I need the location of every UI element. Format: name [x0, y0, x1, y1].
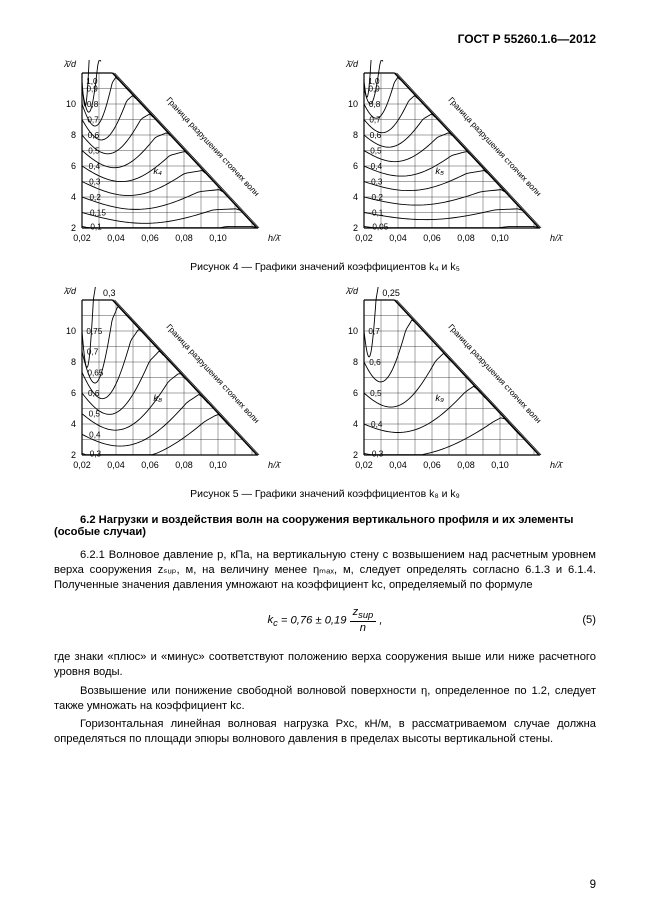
svg-text:0,2: 0,2 [372, 193, 384, 202]
svg-text:0,02: 0,02 [355, 460, 373, 470]
svg-text:h/λ̄: h/λ̄ [268, 233, 282, 243]
svg-text:4: 4 [353, 192, 358, 202]
svg-text:Граница разрушения стоячих вол: Граница разрушения стоячих волн [164, 96, 260, 199]
svg-text:0,10: 0,10 [209, 460, 227, 470]
svg-text:4: 4 [353, 419, 358, 429]
svg-text:6: 6 [71, 161, 76, 171]
svg-text:4: 4 [71, 419, 76, 429]
svg-text:0,2: 0,2 [90, 193, 102, 202]
svg-text:Граница разрушения стоячих вол: Граница разрушения стоячих волн [446, 323, 542, 426]
svg-text:0,3: 0,3 [103, 288, 116, 298]
svg-text:λ̄/d: λ̄/d [63, 287, 77, 296]
svg-text:0,3: 0,3 [89, 178, 101, 187]
svg-text:0,10: 0,10 [491, 233, 509, 243]
svg-text:0,10: 0,10 [491, 460, 509, 470]
para-where: где знаки «плюс» и «минус» соответствуют… [54, 650, 596, 680]
svg-text:0,04: 0,04 [389, 233, 407, 243]
svg-text:h/λ̄: h/λ̄ [550, 460, 564, 470]
svg-text:0,04: 0,04 [107, 460, 125, 470]
svg-text:Граница разрушения стоячих вол: Граница разрушения стоячих волн [446, 96, 542, 199]
svg-text:0,7: 0,7 [368, 327, 380, 336]
svg-text:10: 10 [66, 99, 76, 109]
figure5-row: Граница разрушения стоячих волн 0,02 0,04 0… [54, 287, 596, 482]
svg-text:8: 8 [353, 357, 358, 367]
doc-header: ГОСТ Р 55260.1.6—2012 [54, 32, 596, 46]
svg-text:6: 6 [353, 161, 358, 171]
page-number: 9 [590, 879, 596, 891]
figure4-left: Граница разрушения стоячих волн 0,02 0,04 0… [54, 60, 314, 255]
figure4-right: Граница разрушения стоячих волн0,020,040… [336, 60, 596, 255]
svg-text:0,3: 0,3 [372, 449, 384, 458]
para-6-2-1: 6.2.1 Волновое давление p, кПа, на верти… [54, 548, 596, 592]
svg-text:2: 2 [353, 450, 358, 460]
svg-text:0,02: 0,02 [73, 233, 91, 243]
svg-text:k₄: k₄ [153, 166, 162, 177]
svg-text:k₈: k₈ [153, 393, 162, 404]
svg-text:0,25: 0,25 [382, 288, 400, 298]
svg-text:0,04: 0,04 [389, 460, 407, 470]
figure5-caption: Рисунок 5 — Графики значений коэффициент… [54, 488, 596, 500]
svg-text:0,05: 0,05 [372, 222, 388, 231]
svg-text:0,4: 0,4 [371, 420, 383, 429]
svg-text:0,1: 0,1 [90, 222, 102, 231]
svg-text:0,3: 0,3 [90, 449, 102, 458]
svg-text:h/λ̄: h/λ̄ [550, 233, 564, 243]
svg-text:0,02: 0,02 [355, 233, 373, 243]
svg-text:0,5: 0,5 [370, 389, 382, 398]
svg-text:2: 2 [353, 223, 358, 233]
svg-text:h/λ̄: h/λ̄ [268, 460, 282, 470]
svg-text:6: 6 [353, 388, 358, 398]
para-pxc: Горизонтальная линейная волновая нагрузк… [54, 717, 596, 747]
formula-text: kc = 0,76 ± 0,19 zsup n , [268, 607, 383, 634]
svg-text:0,5: 0,5 [370, 147, 382, 156]
svg-text:0,7: 0,7 [87, 348, 99, 357]
svg-text:0,4: 0,4 [371, 162, 383, 171]
svg-text:λ̄/d: λ̄/d [345, 287, 359, 296]
formula-number: (5) [582, 614, 596, 626]
svg-text:0,08: 0,08 [175, 460, 193, 470]
svg-text:10: 10 [66, 326, 76, 336]
svg-text:4: 4 [71, 192, 76, 202]
svg-text:0,6: 0,6 [369, 358, 381, 367]
svg-text:0,06: 0,06 [141, 233, 159, 243]
svg-text:0,02: 0,02 [73, 460, 91, 470]
svg-text:10: 10 [348, 99, 358, 109]
svg-text:k₅: k₅ [435, 166, 444, 177]
svg-text:0,10: 0,10 [209, 233, 227, 243]
svg-text:0,08: 0,08 [457, 460, 475, 470]
svg-text:k₉: k₉ [435, 393, 444, 404]
figure4-row: Граница разрушения стоячих волн0,020,040… [54, 60, 596, 255]
svg-text:0,06: 0,06 [423, 460, 441, 470]
svg-text:0,75: 0,75 [86, 327, 102, 336]
svg-text:0,08: 0,08 [175, 233, 193, 243]
svg-text:8: 8 [71, 357, 76, 367]
svg-text:8: 8 [353, 130, 358, 140]
svg-text:0,9: 0,9 [368, 85, 380, 94]
svg-text:0,3: 0,3 [371, 178, 383, 187]
svg-text:0,4: 0,4 [89, 430, 101, 439]
figure4-caption: Рисунок 4 — Графики значений коэффициент… [54, 261, 596, 273]
figure5-left: Граница разрушения стоячих волн0,020,040… [54, 287, 314, 482]
svg-text:2: 2 [71, 450, 76, 460]
section-6-2-head: 6.2 Нагрузки и воздействия волн на соору… [54, 514, 596, 538]
svg-text:0,08: 0,08 [457, 233, 475, 243]
svg-text:λ̄/d: λ̄/d [63, 60, 77, 69]
svg-text:0,06: 0,06 [141, 460, 159, 470]
svg-text:0,8: 0,8 [369, 100, 381, 109]
svg-text:λ̄/d: λ̄/d [345, 60, 359, 69]
svg-text:8: 8 [71, 130, 76, 140]
svg-text:6: 6 [71, 388, 76, 398]
svg-text:10: 10 [348, 326, 358, 336]
svg-text:0,1: 0,1 [372, 209, 384, 218]
svg-text:0,15: 0,15 [90, 209, 106, 218]
svg-text:1,0: 1,0 [86, 77, 98, 86]
svg-text:0,04: 0,04 [107, 233, 125, 243]
svg-text:0,9: 0,9 [86, 85, 98, 94]
para-eta: Возвышение или понижение свободной волно… [54, 684, 596, 714]
figure5-right: Граница разрушения стоячих волн 0,02 0,04 0… [336, 287, 596, 482]
svg-text:2: 2 [71, 223, 76, 233]
formula-5: kc = 0,76 ± 0,19 zsup n , (5) [54, 600, 596, 640]
svg-text:1,0: 1,0 [368, 77, 380, 86]
svg-text:0,06: 0,06 [423, 233, 441, 243]
